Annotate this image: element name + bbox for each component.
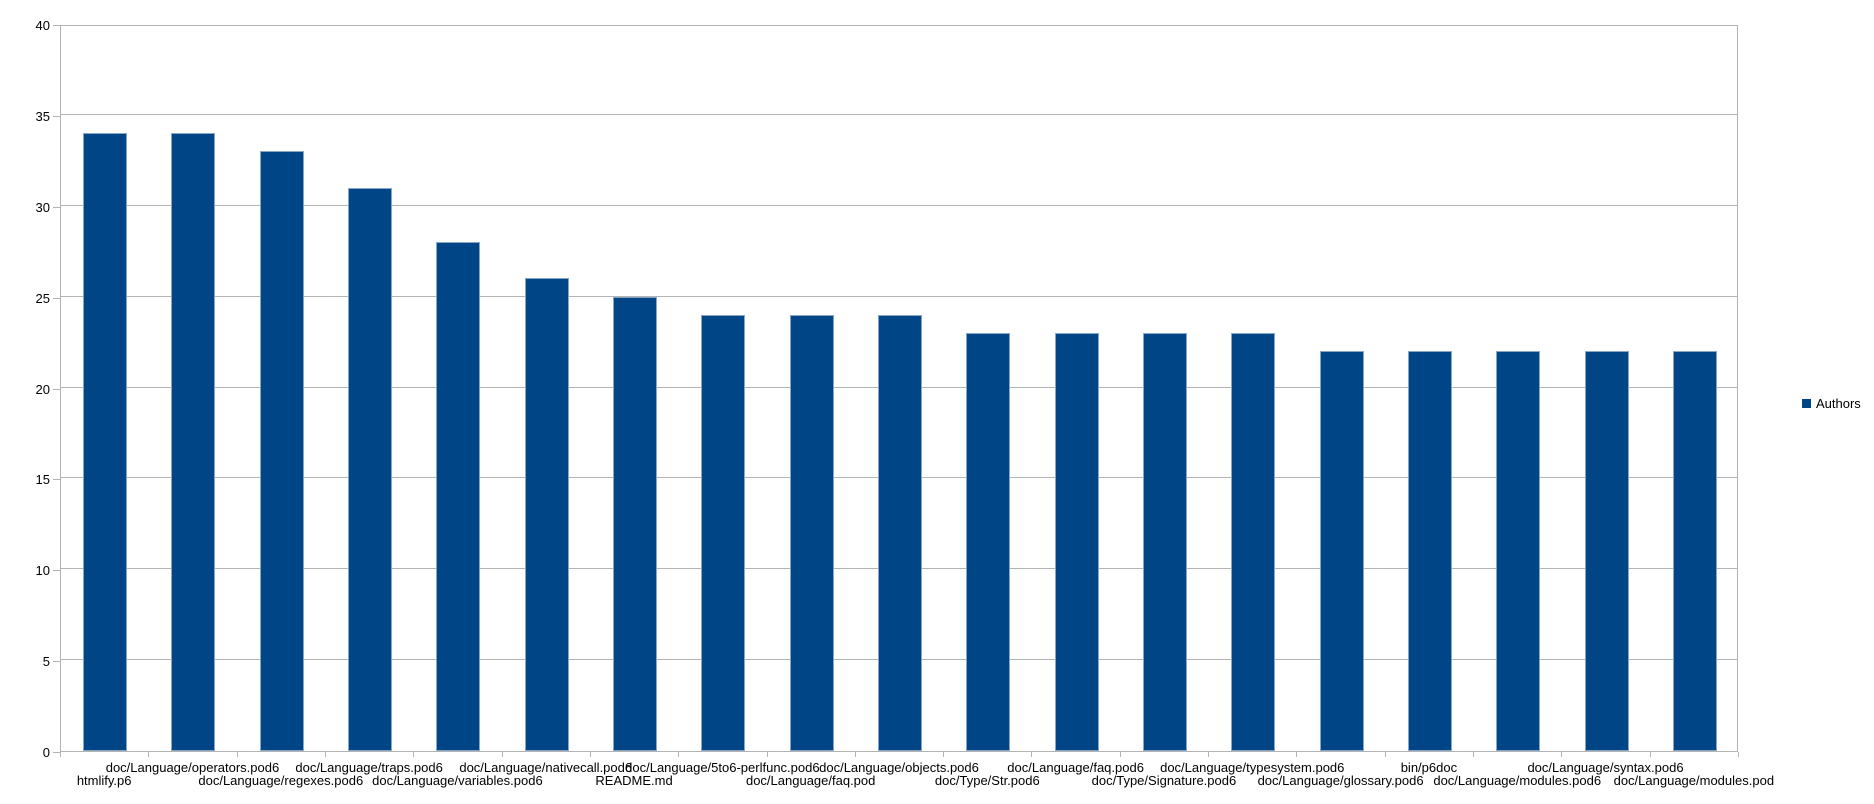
x-tick-mark <box>413 752 415 757</box>
x-category-label-doc/Type/Str.pod6: doc/Type/Str.pod6 <box>934 773 1040 788</box>
x-tick-mark <box>1296 752 1298 757</box>
y-tick-mark <box>53 479 60 481</box>
x-category-label-doc/Language/regexes.pod6: doc/Language/regexes.pod6 <box>198 773 364 788</box>
x-tick-mark <box>854 752 856 757</box>
bar-doc/Language/glossary.pod6 <box>1319 351 1364 751</box>
x-category-label-doc/Type/Signature.pod6: doc/Type/Signature.pod6 <box>1091 773 1237 788</box>
x-tick-mark <box>678 752 680 757</box>
y-tick-mark <box>53 570 60 572</box>
plot-area <box>60 25 1738 752</box>
x-category-label-doc/Language/syntax.pod6: doc/Language/syntax.pod6 <box>1527 760 1684 775</box>
bar-doc/Type/Str.pod6 <box>966 332 1011 751</box>
gridline-y-35 <box>61 113 1737 115</box>
x-category-label-doc/Language/glossary.pod6: doc/Language/glossary.pod6 <box>1257 773 1424 788</box>
bar-doc/Language/nativecall.pod6 <box>524 278 569 751</box>
bar-doc/Type/Signature.pod6 <box>1142 332 1187 751</box>
y-tick-label-5: 5 <box>42 654 50 670</box>
bar-README.md <box>613 296 658 751</box>
bar-doc/Language/objects.pod6 <box>878 314 922 751</box>
bar-doc/Language/faq.pod <box>789 314 834 751</box>
legend: Authors <box>1802 396 1861 411</box>
y-tick-label-20: 20 <box>35 381 50 397</box>
x-category-label-doc/Language/typesystem.pod6: doc/Language/typesystem.pod6 <box>1160 760 1345 775</box>
x-tick-mark <box>1649 752 1651 757</box>
x-tick-mark <box>943 752 945 757</box>
y-tick-label-0: 0 <box>42 745 50 760</box>
x-category-label-doc/Language/traps.pod6: doc/Language/traps.pod6 <box>295 760 443 775</box>
x-category-label-README.md: README.md <box>595 773 673 788</box>
bar-bin/p6doc <box>1407 351 1452 751</box>
x-category-label-doc/Language/nativecall.pod6: doc/Language/nativecall.pod6 <box>459 760 633 775</box>
x-tick-mark <box>1119 752 1121 757</box>
y-tick-mark <box>53 752 60 753</box>
bar-doc/Language/regexes.pod6 <box>259 151 304 751</box>
x-tick-mark <box>148 752 150 757</box>
x-category-label-doc/Language/operators.pod6: doc/Language/operators.pod6 <box>105 760 280 775</box>
x-tick-mark <box>236 752 238 757</box>
x-category-label-doc/Language/objects.pod6: doc/Language/objects.pod6 <box>819 760 979 775</box>
y-tick-mark <box>53 206 60 208</box>
y-tick-mark <box>53 115 60 117</box>
bar-doc/Language/syntax.pod6 <box>1584 351 1629 751</box>
x-tick-mark <box>1384 752 1386 757</box>
x-category-label-doc/Language/faq.pod6: doc/Language/faq.pod6 <box>1007 760 1144 775</box>
x-category-label-htmlify.p6: htmlify.p6 <box>76 773 132 788</box>
x-tick-mark <box>1561 752 1563 757</box>
y-tick-mark <box>53 25 60 26</box>
y-tick-label-40: 40 <box>35 18 50 33</box>
x-tick-mark <box>1738 752 1739 757</box>
y-tick-label-30: 30 <box>35 199 50 215</box>
y-tick-label-10: 10 <box>35 563 50 579</box>
y-tick-label-35: 35 <box>35 108 50 124</box>
x-category-label-doc/Language/modules.pod6: doc/Language/modules.pod6 <box>1433 773 1602 788</box>
x-tick-mark <box>766 752 768 757</box>
bar-doc/Language/modules.pod <box>1672 351 1717 751</box>
y-tick-label-25: 25 <box>35 290 50 306</box>
x-category-label-doc/Language/faq.pod: doc/Language/faq.pod <box>745 773 876 788</box>
x-tick-mark <box>60 752 61 757</box>
bar-doc/Language/5to6-perlfunc.pod6 <box>701 314 746 751</box>
legend-swatch-authors <box>1802 399 1811 408</box>
legend-label: Authors <box>1816 396 1861 411</box>
x-tick-mark <box>1031 752 1033 757</box>
x-category-label-doc/Language/variables.pod6: doc/Language/variables.pod6 <box>372 773 543 788</box>
x-tick-mark <box>501 752 503 757</box>
x-category-label-bin/p6doc: bin/p6doc <box>1400 760 1458 775</box>
y-tick-label-15: 15 <box>35 472 50 488</box>
bar-doc/Language/modules.pod6 <box>1496 351 1541 751</box>
x-category-label-doc/Language/modules.pod: doc/Language/modules.pod <box>1613 773 1775 788</box>
bar-doc/Language/variables.pod6 <box>436 242 481 751</box>
x-category-label-doc/Language/5to6-perlfunc.pod6: doc/Language/5to6-perlfunc.pod6 <box>625 760 820 775</box>
bar-doc/Language/typesystem.pod6 <box>1231 332 1276 751</box>
gridline-y-30 <box>61 204 1737 206</box>
bar-doc/Language/operators.pod6 <box>171 133 216 751</box>
x-tick-mark <box>589 752 591 757</box>
bar-htmlify.p6 <box>83 133 128 751</box>
x-tick-mark <box>324 752 326 757</box>
y-tick-mark <box>53 388 60 390</box>
y-tick-mark <box>53 297 60 299</box>
x-tick-mark <box>1208 752 1210 757</box>
x-tick-mark <box>1473 752 1475 757</box>
gridline-y-25 <box>61 295 1737 297</box>
bar-doc/Language/faq.pod6 <box>1054 332 1099 751</box>
bar-doc/Language/traps.pod6 <box>348 187 393 751</box>
y-tick-mark <box>53 661 60 663</box>
